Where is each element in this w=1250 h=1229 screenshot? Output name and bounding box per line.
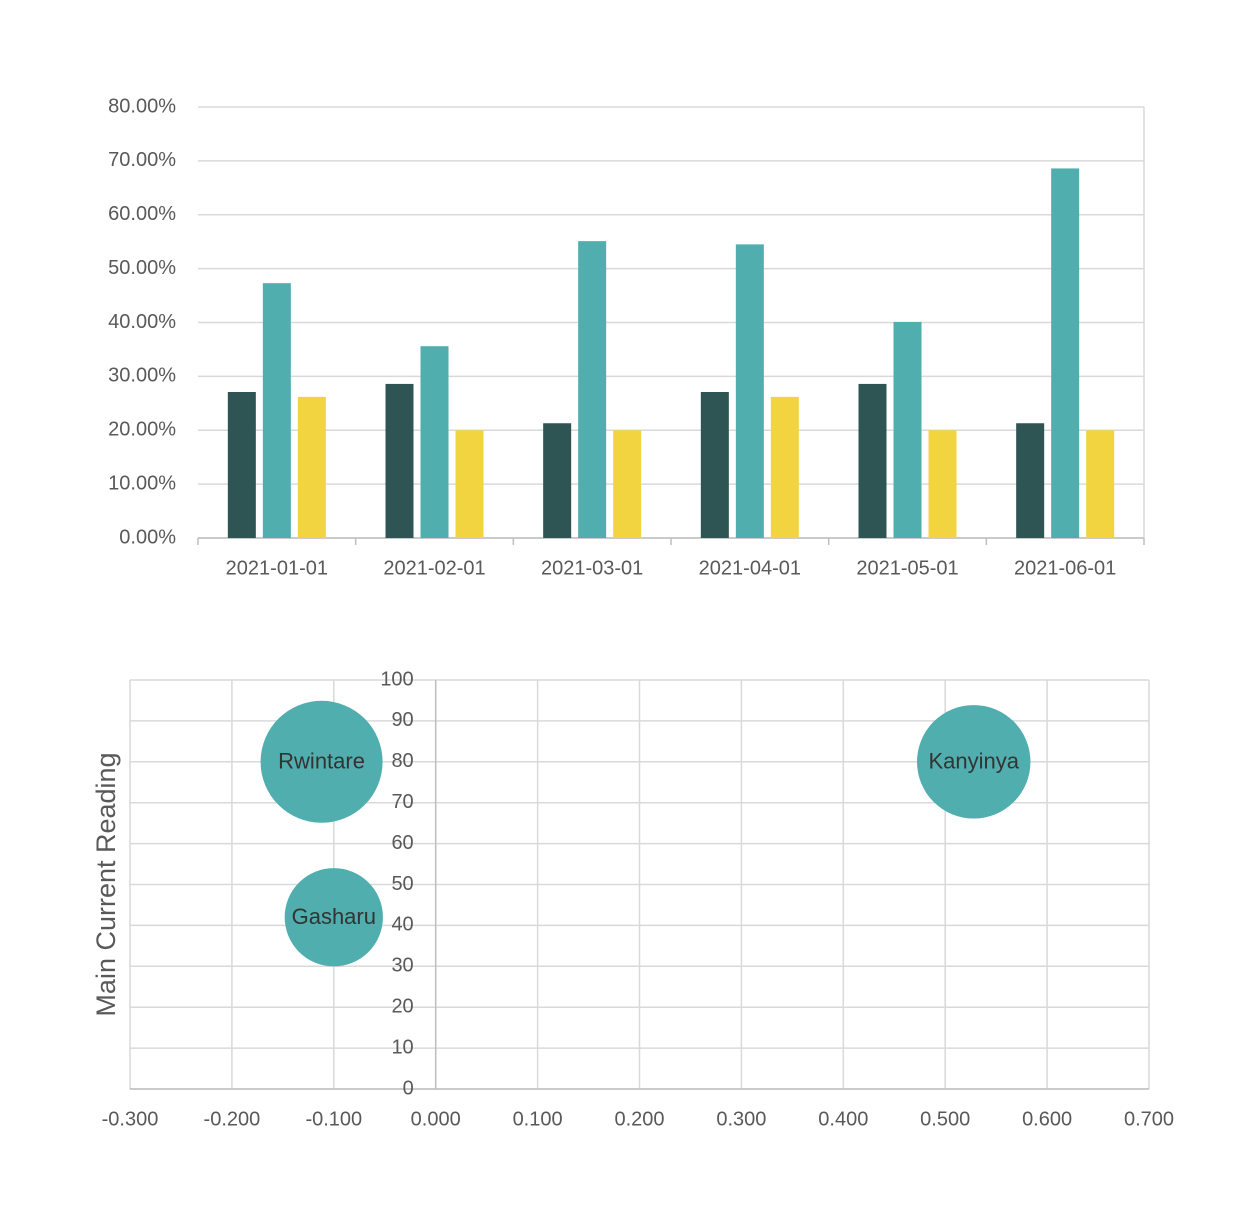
- x-tick-label: -0.300: [102, 1108, 159, 1130]
- x-tick-label: 2021-01-01: [226, 557, 328, 579]
- y-tick-label: 50: [391, 873, 413, 895]
- y-tick-label: 10: [391, 1036, 413, 1058]
- bar: [700, 391, 729, 538]
- bubble: [917, 705, 1031, 819]
- y-axis-title: Main Current Reading: [91, 752, 121, 1016]
- x-tick-label: 0.700: [1124, 1108, 1174, 1130]
- bubble-label: Kanyinya: [928, 749, 1019, 774]
- y-tick-label: 70.00%: [108, 149, 176, 171]
- x-tick-label: 0.600: [1022, 1108, 1072, 1130]
- x-tick-label: 2021-06-01: [1014, 557, 1116, 579]
- x-tick-label: -0.100: [305, 1108, 362, 1130]
- bar: [928, 430, 957, 538]
- x-tick-label: 0.300: [716, 1108, 766, 1130]
- x-tick-label: 0.000: [411, 1108, 461, 1130]
- y-tick-label: 80.00%: [108, 95, 176, 117]
- y-tick-label: 80: [391, 750, 413, 772]
- y-tick-label: 40.00%: [108, 311, 176, 333]
- bar: [1086, 430, 1115, 538]
- bar: [578, 241, 607, 538]
- x-tick-label: 0.200: [614, 1108, 664, 1130]
- y-tick-label: 30: [391, 955, 413, 977]
- x-tick-label: 2021-04-01: [699, 557, 801, 579]
- x-tick-label: -0.200: [204, 1108, 261, 1130]
- bar: [455, 430, 484, 538]
- bubble-label: Rwintare: [278, 749, 365, 774]
- x-tick-label: 2021-05-01: [856, 557, 958, 579]
- y-tick-label: 90: [391, 709, 413, 731]
- y-tick-label: 100: [380, 668, 413, 690]
- bar: [385, 383, 414, 538]
- bar: [613, 430, 642, 538]
- bar: [735, 244, 764, 538]
- y-tick-label: 20: [391, 995, 413, 1017]
- y-tick-label: 60: [391, 832, 413, 854]
- y-tick-label: 0.00%: [119, 526, 176, 548]
- x-tick-label: 2021-02-01: [383, 557, 485, 579]
- x-tick-label: 2021-03-01: [541, 557, 643, 579]
- x-tick-label: 0.100: [513, 1108, 563, 1130]
- bar: [893, 321, 922, 538]
- bar: [420, 346, 449, 538]
- y-tick-label: 40: [391, 914, 413, 936]
- y-tick-label: 20.00%: [108, 419, 176, 441]
- bubble: [260, 700, 383, 823]
- bar: [1051, 168, 1080, 539]
- bar: [543, 423, 572, 538]
- bar: [770, 396, 799, 538]
- bar: [297, 396, 326, 538]
- y-tick-label: 50.00%: [108, 257, 176, 279]
- y-tick-label: 0: [403, 1077, 414, 1099]
- x-tick-label: 0.400: [818, 1108, 868, 1130]
- y-tick-label: 70: [391, 791, 413, 813]
- bar: [858, 383, 887, 538]
- x-tick-label: 0.500: [920, 1108, 970, 1130]
- y-tick-label: 60.00%: [108, 203, 176, 225]
- bubble-label: Gasharu: [292, 904, 376, 929]
- bar: [262, 283, 291, 538]
- bar: [1016, 423, 1045, 538]
- bar: [227, 391, 256, 538]
- y-tick-label: 10.00%: [108, 472, 176, 494]
- bubble: [284, 868, 383, 967]
- y-tick-label: 30.00%: [108, 365, 176, 387]
